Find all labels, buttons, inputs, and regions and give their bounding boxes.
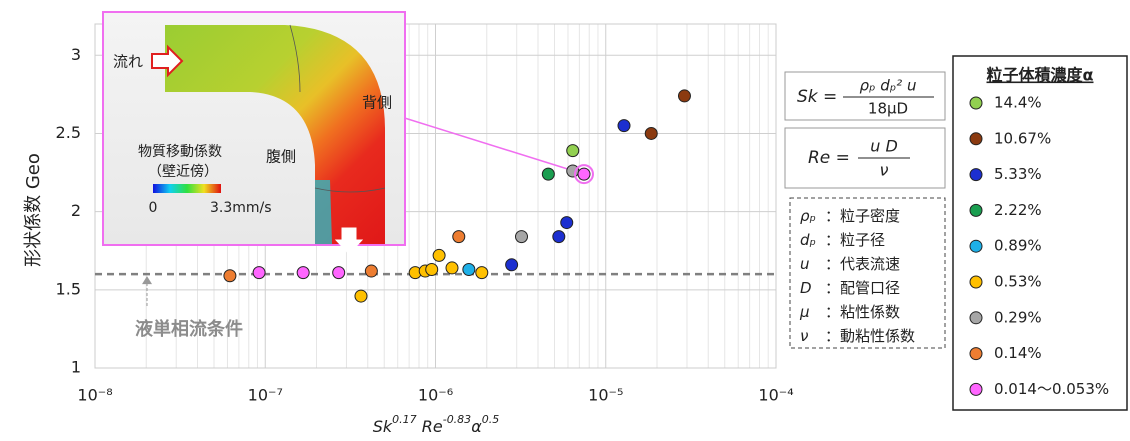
legend-marker bbox=[970, 383, 982, 395]
legend-label: 0.014〜0.053% bbox=[994, 380, 1109, 398]
definition: dₚ ：粒子径 bbox=[800, 231, 885, 249]
point bbox=[645, 127, 657, 139]
x-axis-label: Sk0.17 Re-0.83α0.5 bbox=[373, 413, 499, 436]
point bbox=[678, 90, 690, 102]
x-tick-label: 10⁻⁵ bbox=[588, 386, 623, 405]
point bbox=[426, 263, 438, 275]
x-tick-label: 10⁻⁷ bbox=[248, 386, 283, 405]
definition-text: ：配管口径 bbox=[825, 279, 900, 297]
x-axis-label-exponent: 0.17 bbox=[392, 413, 417, 426]
definition-symbol: μ bbox=[799, 303, 810, 321]
x-axis-label-part: α bbox=[471, 417, 482, 436]
colorbar-label: 3.3mm/s bbox=[210, 200, 272, 216]
chart: 10⁻⁸ 10⁻⁷ 10⁻⁶ 10⁻⁵ 10⁻⁴ 1 1.5 2 2.5 3 液単相流条件 Sk =… bbox=[0, 0, 1130, 441]
legend-marker bbox=[970, 204, 982, 216]
formula-lhs: Re = bbox=[808, 148, 850, 168]
colorbar-label: 0 bbox=[149, 200, 158, 216]
legend-label: 14.4% bbox=[994, 94, 1042, 112]
y-tick-label: 1.5 bbox=[56, 279, 81, 298]
point bbox=[542, 168, 554, 180]
legend-label: 2.22% bbox=[994, 201, 1042, 219]
formula-denominator: 18μD bbox=[868, 100, 908, 118]
point bbox=[578, 168, 590, 180]
formula-denominator: ν bbox=[880, 161, 889, 180]
definition-symbol: u bbox=[800, 255, 810, 273]
legend-label: 0.53% bbox=[994, 273, 1042, 291]
legend-label: 5.33% bbox=[994, 165, 1042, 183]
definition: ρₚ ：粒子密度 bbox=[800, 207, 900, 225]
legend-marker bbox=[970, 312, 982, 324]
point bbox=[567, 165, 579, 177]
reference-arrowhead bbox=[142, 276, 152, 284]
inset-label: 流れ bbox=[113, 53, 143, 71]
legend-marker bbox=[970, 240, 982, 252]
legend-marker bbox=[970, 276, 982, 288]
y-tick-label: 2.5 bbox=[56, 123, 81, 142]
point bbox=[365, 265, 377, 277]
formulas: Sk = ρₚ dₚ² u 18μD Re = u D ν ρₚ ：粒子密度 dₚ ：… bbox=[785, 72, 945, 348]
definition-text: ：粘性係数 bbox=[825, 303, 900, 321]
point bbox=[516, 231, 528, 243]
point bbox=[297, 267, 309, 279]
x-tick-label: 10⁻⁸ bbox=[77, 386, 112, 405]
point bbox=[446, 262, 458, 274]
x-axis-label-exponent: -0.83 bbox=[443, 413, 471, 426]
definition-text: ：動粘性係数 bbox=[825, 327, 915, 345]
definition-symbol: D bbox=[800, 279, 812, 297]
point bbox=[253, 267, 265, 279]
point bbox=[463, 263, 475, 275]
y-tick-label: 3 bbox=[71, 45, 81, 64]
legend-marker bbox=[970, 348, 982, 360]
definition-symbol: dₚ bbox=[800, 231, 816, 249]
point bbox=[433, 249, 445, 261]
inset: 流れ 背側 腹側 物質移動係数 （壁近傍） 0 3.3mm/s bbox=[103, 12, 405, 254]
point bbox=[355, 290, 367, 302]
point bbox=[506, 259, 518, 271]
point bbox=[224, 270, 236, 282]
colorbar-subtitle: （壁近傍） bbox=[148, 163, 218, 180]
point bbox=[476, 267, 488, 279]
legend-label: 0.14% bbox=[994, 344, 1042, 362]
point bbox=[561, 217, 573, 229]
definition-symbol: ρₚ bbox=[800, 207, 816, 225]
definition-text: ：粒子密度 bbox=[825, 207, 900, 225]
legend-label: 0.89% bbox=[994, 237, 1042, 255]
point bbox=[618, 120, 630, 132]
x-axis-label-part: Re bbox=[417, 417, 443, 436]
formula-numerator: u D bbox=[870, 137, 898, 156]
x-axis-label-part: Sk bbox=[373, 417, 393, 436]
x-axis-label-exponent: 0.5 bbox=[482, 413, 500, 426]
legend-marker bbox=[970, 169, 982, 181]
y-tick-label: 2 bbox=[71, 201, 81, 220]
point bbox=[453, 231, 465, 243]
legend-title: 粒子体積濃度α bbox=[987, 66, 1094, 85]
point bbox=[567, 145, 579, 157]
formula-lhs: Sk = bbox=[797, 87, 837, 107]
definition-text: ：粒子径 bbox=[825, 231, 885, 249]
reference-label: 液単相流条件 bbox=[135, 318, 243, 340]
point bbox=[553, 231, 565, 243]
colorbar bbox=[153, 184, 221, 193]
colorbar-title: 物質移動係数 bbox=[138, 144, 222, 160]
connector bbox=[395, 115, 584, 174]
point bbox=[333, 267, 345, 279]
legend-marker bbox=[970, 97, 982, 109]
formula-numerator: ρₚ dₚ² u bbox=[860, 77, 917, 95]
legend-label: 0.29% bbox=[994, 308, 1042, 326]
definition-text: ：代表流速 bbox=[825, 255, 900, 273]
y-axis-label: 形状係数 Geo bbox=[23, 153, 44, 267]
legend-label: 10.67% bbox=[994, 129, 1051, 147]
definition-symbol: ν bbox=[800, 327, 808, 345]
x-tick-label: 10⁻⁴ bbox=[758, 386, 793, 405]
x-tick-label: 10⁻⁶ bbox=[418, 386, 453, 405]
inset-label: 腹側 bbox=[266, 148, 296, 166]
inset-label: 背側 bbox=[362, 94, 392, 112]
legend-marker bbox=[970, 133, 982, 145]
y-tick-label: 1 bbox=[71, 358, 81, 377]
